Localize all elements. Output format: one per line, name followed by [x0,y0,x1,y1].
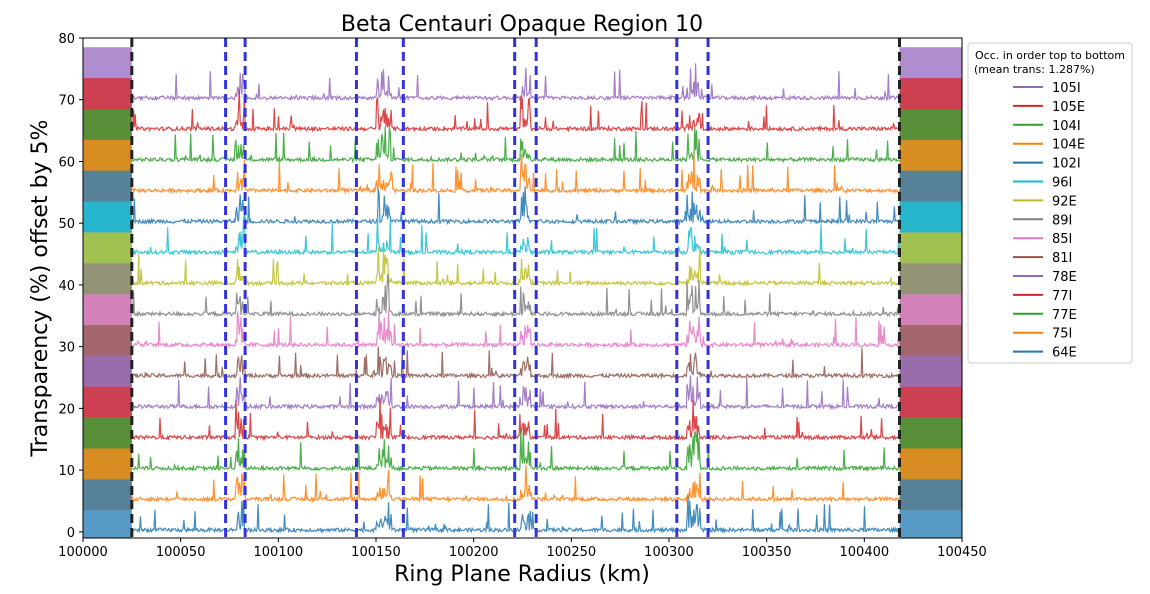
chart-title: Beta Centauri Opaque Region 10 [341,12,703,37]
series-line [131,153,901,195]
legend-label: 81I [1052,251,1072,266]
x-tick-label: 100300 [644,545,694,560]
y-tick-label: 0 [67,526,75,541]
legend-label: 105E [1052,100,1085,115]
x-axis-title: Ring Plane Radius (km) [394,562,650,587]
x-tick-label: 100150 [351,545,401,560]
y-tick-label: 30 [58,341,75,356]
legend-label: 96I [1052,176,1072,191]
y-tick-label: 50 [58,217,75,232]
series-line [131,126,900,164]
legend-label: 92E [1052,194,1077,209]
unocculted-band [83,479,132,538]
x-tick-label: 100450 [937,545,987,560]
plot-frame [82,37,963,539]
legend-label: 85I [1052,232,1072,247]
legend-title-line1: Occ. in order top to bottom [975,49,1125,62]
legend-label: 102I [1052,157,1081,172]
legend: Occ. in order top to bottom (mean trans:… [967,42,1133,364]
y-tick-label: 20 [58,402,75,417]
legend-label: 77I [1052,289,1072,304]
legend-box [967,42,1133,364]
y-tick-label: 40 [58,279,75,294]
series-line [131,273,900,318]
x-tick-label: 100050 [156,545,206,560]
x-tick-label: 100000 [58,545,108,560]
x-tick-label: 100350 [742,545,792,560]
y-tick-label: 70 [58,94,75,109]
x-tick-label: 100400 [840,545,890,560]
legend-label: 75I [1052,327,1072,342]
legend-label: 105I [1052,81,1081,96]
legend-label: 64E [1052,346,1077,361]
legend-label: 78E [1052,270,1077,285]
legend-label: 89I [1052,213,1072,228]
legend-title-line2: (mean trans: 1.287%) [974,63,1095,76]
y-axis-title: Transparency (%) offset by 5% [28,120,53,458]
x-tick-label: 100250 [547,545,597,560]
series-line [131,428,900,473]
legend-label: 104I [1052,119,1081,134]
y-tick-label: 10 [58,464,75,479]
x-tick-label: 100200 [449,545,499,560]
y-tick-label: 80 [58,32,75,47]
legend-label: 77E [1052,308,1077,323]
y-tick-label: 60 [58,155,75,170]
unocculted-band [899,479,962,538]
x-tick-label: 100100 [254,545,304,560]
legend-label: 104E [1052,138,1085,153]
